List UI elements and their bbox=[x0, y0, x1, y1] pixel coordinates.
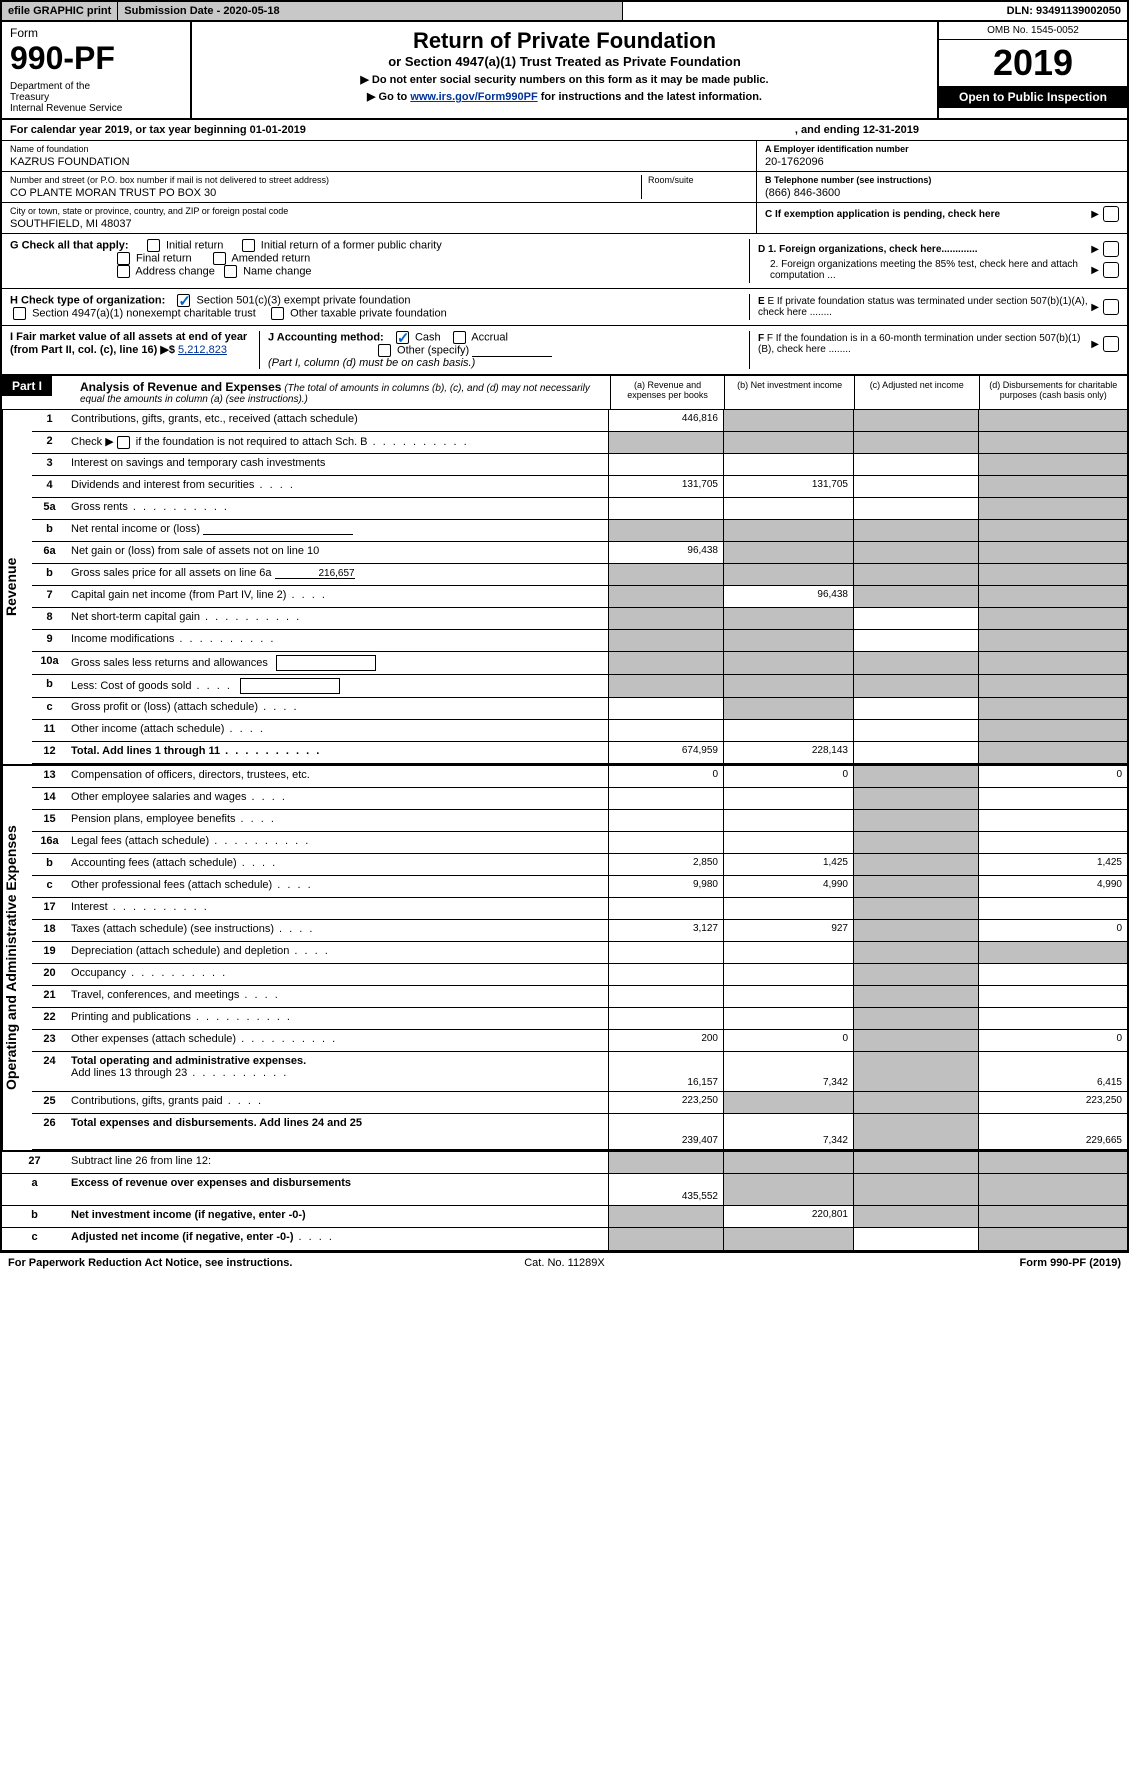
form-subtitle: or Section 4947(a)(1) Trust Treated as P… bbox=[198, 54, 931, 69]
city-cell: City or town, state or province, country… bbox=[2, 203, 756, 233]
top-bar: efile GRAPHIC print Submission Date - 20… bbox=[2, 2, 1127, 22]
ein: 20-1762096 bbox=[765, 156, 1119, 168]
col-b-header: (b) Net investment income bbox=[724, 376, 854, 409]
foundation-name: KAZRUS FOUNDATION bbox=[10, 156, 748, 168]
info-right: A Employer identification number 20-1762… bbox=[757, 141, 1127, 233]
info-left: Name of foundation KAZRUS FOUNDATION Num… bbox=[2, 141, 757, 233]
phone: (866) 846-3600 bbox=[765, 187, 1119, 199]
revenue-section: Revenue 1Contributions, gifts, grants, e… bbox=[2, 410, 1127, 764]
d2-checkbox[interactable] bbox=[1103, 262, 1119, 278]
c-cell: C If exemption application is pending, c… bbox=[757, 203, 1127, 225]
j-accrual[interactable] bbox=[453, 331, 466, 344]
footer-left: For Paperwork Reduction Act Notice, see … bbox=[8, 1257, 379, 1269]
efile-label: efile GRAPHIC print bbox=[2, 2, 118, 20]
footer-right: Form 990-PF (2019) bbox=[750, 1257, 1121, 1269]
header-left: Form 990-PF Department of theTreasuryInt… bbox=[2, 22, 192, 118]
section-ij: I Fair market value of all assets at end… bbox=[2, 326, 1127, 374]
g-name-change[interactable] bbox=[224, 265, 237, 278]
instr-2: ▶ Go to www.irs.gov/Form990PF for instru… bbox=[198, 90, 931, 103]
form-word: Form bbox=[10, 26, 182, 40]
tax-year: 2019 bbox=[939, 40, 1127, 86]
footer-mid: Cat. No. 11289X bbox=[379, 1257, 750, 1269]
g-address-change[interactable] bbox=[117, 265, 130, 278]
g-final-return[interactable] bbox=[117, 252, 130, 265]
address-cell: Number and street (or P.O. box number if… bbox=[2, 172, 756, 203]
page-footer: For Paperwork Reduction Act Notice, see … bbox=[0, 1252, 1129, 1273]
form-title: Return of Private Foundation bbox=[198, 28, 931, 54]
col-d-header: (d) Disbursements for charitable purpose… bbox=[979, 376, 1127, 409]
expenses-label: Operating and Administrative Expenses bbox=[2, 766, 32, 1150]
calendar-year-row: For calendar year 2019, or tax year begi… bbox=[2, 120, 1127, 141]
part1-label: Part I bbox=[2, 376, 52, 396]
h-4947[interactable] bbox=[13, 307, 26, 320]
g-amended[interactable] bbox=[213, 252, 226, 265]
r2-checkbox[interactable] bbox=[117, 436, 130, 449]
phone-cell: B Telephone number (see instructions) (8… bbox=[757, 172, 1127, 203]
form-header: Form 990-PF Department of theTreasuryInt… bbox=[2, 22, 1127, 120]
g-initial-return[interactable] bbox=[147, 239, 160, 252]
col-c-header: (c) Adjusted net income bbox=[854, 376, 979, 409]
submission-date: Submission Date - 2020-05-18 bbox=[118, 2, 623, 20]
j-other[interactable] bbox=[378, 344, 391, 357]
instr-1: ▶ Do not enter social security numbers o… bbox=[198, 73, 931, 86]
section-h: H Check type of organization: Section 50… bbox=[2, 289, 1127, 326]
dln: DLN: 93491139002050 bbox=[623, 2, 1127, 20]
expenses-section: Operating and Administrative Expenses 13… bbox=[2, 764, 1127, 1150]
g-initial-public[interactable] bbox=[242, 239, 255, 252]
header-right: OMB No. 1545-0052 2019 Open to Public In… bbox=[937, 22, 1127, 118]
cal-year-end: , and ending 12-31-2019 bbox=[795, 124, 1119, 136]
info-grid: Name of foundation KAZRUS FOUNDATION Num… bbox=[2, 141, 1127, 234]
section-g: G Check all that apply: Initial return I… bbox=[2, 234, 1127, 289]
f-checkbox[interactable] bbox=[1103, 336, 1119, 352]
cal-year-begin: For calendar year 2019, or tax year begi… bbox=[10, 124, 795, 136]
open-inspection: Open to Public Inspection bbox=[939, 86, 1127, 108]
e-checkbox[interactable] bbox=[1103, 299, 1119, 315]
fmv-value[interactable]: 5,212,823 bbox=[178, 344, 227, 356]
col-a-header: (a) Revenue and expenses per books bbox=[610, 376, 725, 409]
dept: Department of theTreasuryInternal Revenu… bbox=[10, 81, 182, 114]
line-27-section: 27Subtract line 26 from line 12: aExcess… bbox=[2, 1150, 1127, 1250]
c-checkbox[interactable] bbox=[1103, 206, 1119, 222]
foundation-name-cell: Name of foundation KAZRUS FOUNDATION bbox=[2, 141, 756, 172]
d1-checkbox[interactable] bbox=[1103, 241, 1119, 257]
part1-header: Part I Analysis of Revenue and Expenses … bbox=[2, 374, 1127, 410]
j-cash[interactable] bbox=[396, 331, 409, 344]
form-990pf: efile GRAPHIC print Submission Date - 20… bbox=[0, 0, 1129, 1252]
omb: OMB No. 1545-0052 bbox=[939, 22, 1127, 40]
ein-cell: A Employer identification number 20-1762… bbox=[757, 141, 1127, 172]
h-501c3[interactable] bbox=[177, 294, 190, 307]
address: CO PLANTE MORAN TRUST PO BOX 30 bbox=[10, 187, 635, 199]
form-number: 990-PF bbox=[10, 40, 182, 77]
city: SOUTHFIELD, MI 48037 bbox=[10, 218, 748, 230]
header-mid: Return of Private Foundation or Section … bbox=[192, 22, 937, 118]
irs-link[interactable]: www.irs.gov/Form990PF bbox=[410, 91, 537, 103]
revenue-label: Revenue bbox=[2, 410, 32, 764]
h-other-taxable[interactable] bbox=[271, 307, 284, 320]
